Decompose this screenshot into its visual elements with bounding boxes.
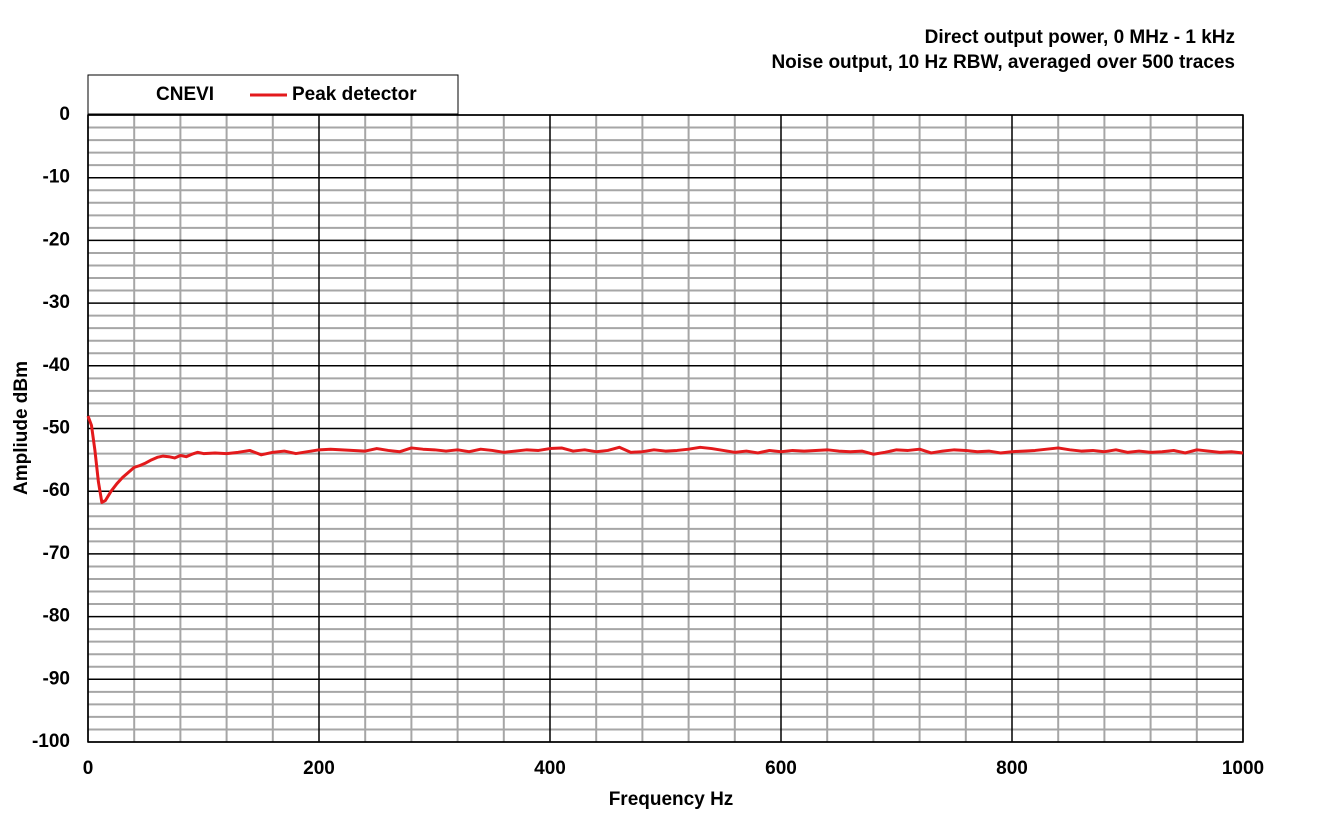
y-tick-label: -100 xyxy=(32,731,70,752)
y-tick-label: -60 xyxy=(43,480,70,501)
y-tick-label: 0 xyxy=(59,104,70,125)
x-tick-label: 600 xyxy=(765,758,797,779)
chart-title: Direct output power, 0 MHz - 1 kHz xyxy=(925,27,1235,48)
y-axis-label: Ampliude dBm xyxy=(11,361,32,495)
plot-border xyxy=(87,114,1244,743)
legend-title: CNEVI xyxy=(156,84,214,105)
y-tick-label: -20 xyxy=(43,229,70,250)
x-tick-label: 200 xyxy=(303,758,335,779)
y-tick-label: -30 xyxy=(43,292,70,313)
chart-subtitle: Noise output, 10 Hz RBW, averaged over 5… xyxy=(771,52,1235,73)
x-tick-label: 800 xyxy=(996,758,1028,779)
y-tick-label: -10 xyxy=(43,167,70,188)
legend-label: Peak detector xyxy=(292,84,417,105)
y-tick-label: -40 xyxy=(43,355,70,376)
y-tick-label: -80 xyxy=(43,606,70,627)
y-tick-label: -70 xyxy=(43,543,70,564)
x-axis-label: Frequency Hz xyxy=(609,789,734,810)
y-tick-label: -90 xyxy=(43,668,70,689)
y-tick-label: -50 xyxy=(43,418,70,439)
data-line xyxy=(86,415,1244,504)
x-tick-label: 0 xyxy=(83,758,94,779)
x-tick-label: 400 xyxy=(534,758,566,779)
x-tick-label: 1000 xyxy=(1222,758,1264,779)
